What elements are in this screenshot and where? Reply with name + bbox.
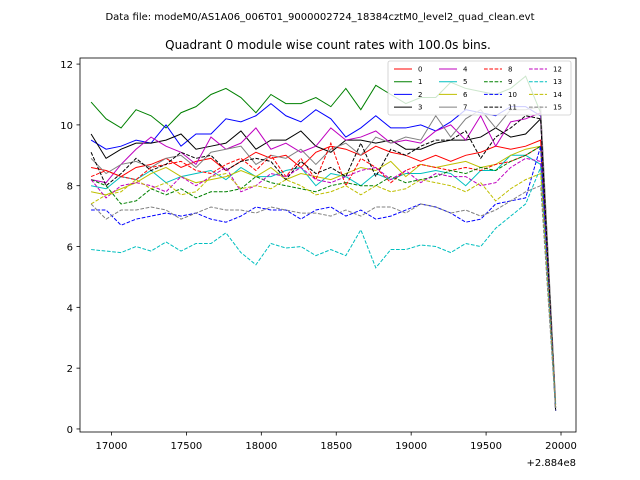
plot-frame (79, 57, 577, 433)
legend-label-2: 2 (418, 91, 422, 99)
x-tick-label: 19000 (395, 441, 427, 452)
x-tick-label: 19500 (470, 441, 502, 452)
legend-label-10: 10 (508, 91, 517, 99)
x-tick-label: 20000 (545, 441, 577, 452)
series-line-3 (90, 117, 557, 411)
legend-label-8: 8 (508, 66, 512, 74)
series-line-15 (90, 184, 557, 411)
series-line-13 (91, 167, 557, 408)
series-line-7 (90, 106, 557, 402)
series-line-8 (90, 141, 557, 408)
legend-label-11: 11 (508, 104, 517, 112)
series-line-11 (90, 115, 557, 411)
legend-label-1: 1 (418, 78, 422, 86)
x-tick-label: 18500 (320, 441, 352, 452)
y-tick-label: 4 (67, 303, 73, 314)
legend-label-7: 7 (463, 104, 467, 112)
x-tick-label: 17000 (96, 441, 128, 452)
y-tick-label: 6 (67, 243, 73, 254)
series-line-9 (90, 145, 557, 408)
legend-label-4: 4 (463, 66, 468, 74)
legend-label-12: 12 (553, 66, 562, 74)
chart-suptitle: Data file: modeM0/AS1A06_006T01_90000027… (105, 12, 534, 23)
series-layer (90, 75, 557, 411)
legend-label-9: 9 (508, 78, 512, 86)
legend-label-0: 0 (418, 66, 422, 74)
legend-box (387, 60, 572, 116)
series-line-6 (90, 145, 557, 408)
axes: 17000 17500 18000 18500 19000 19500 20000 0 2 4 6 8… (60, 57, 577, 452)
series-line-14 (90, 172, 557, 408)
y-tick-label: 2 (67, 364, 73, 375)
chart-title: Quadrant 0 module wise count rates with … (165, 38, 491, 52)
legend-label-6: 6 (463, 91, 468, 99)
y-tick-label: 0 (67, 425, 73, 436)
x-offset-label: +2.884e8 (526, 458, 576, 469)
y-tick-label: 8 (67, 182, 73, 193)
legend-label-14: 14 (553, 91, 562, 99)
y-tick-label: 10 (60, 121, 73, 132)
x-tick-label: 18000 (245, 441, 277, 452)
legend-label-5: 5 (463, 78, 467, 86)
series-line-4 (90, 112, 557, 405)
series-line-12 (90, 157, 557, 408)
legend-label-3: 3 (418, 104, 422, 112)
x-tick-label: 17500 (170, 441, 202, 452)
series-line-5 (90, 154, 557, 408)
y-tick-label: 12 (60, 60, 73, 71)
series-line-10 (91, 146, 557, 411)
legend-label-15: 15 (553, 104, 562, 112)
legend-label-13: 13 (553, 78, 562, 86)
